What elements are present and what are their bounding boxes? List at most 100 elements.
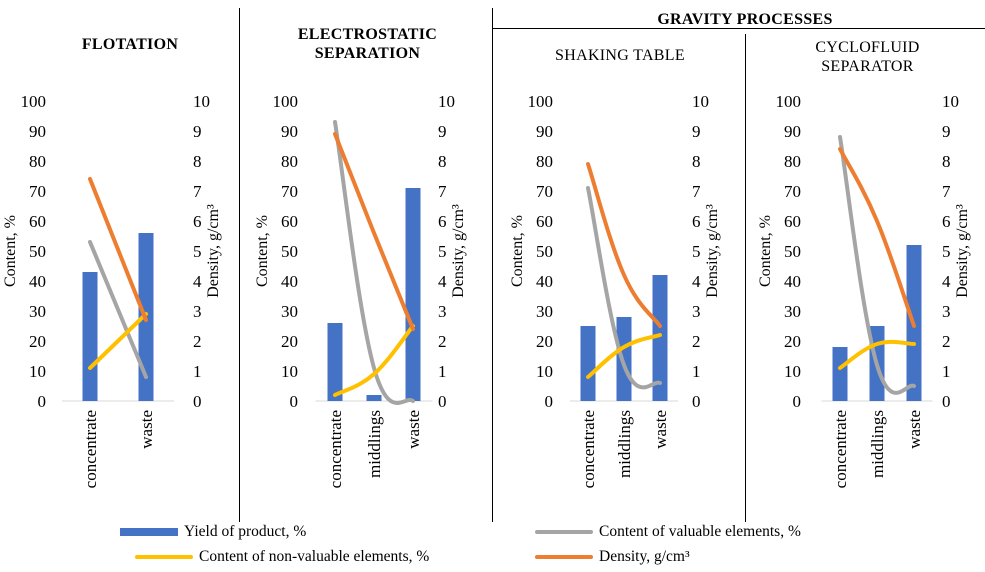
panel-4-right-tick-label: 5 [942,242,951,261]
divider-3 [745,34,746,522]
panel-4-right-tick-label: 9 [942,122,951,141]
legend-swatch-yield [120,528,178,536]
panel-2-right-tick-label: 9 [438,122,447,141]
panel-1-bar-concentrate [82,272,98,401]
panel-4-right-axis-title: Density, g/cm³ [954,204,971,298]
panel-1-left-tick-label: 50 [29,242,46,261]
panel-2-right-tick-label: 6 [438,212,447,231]
panel-1-left-tick-label: 80 [29,152,46,171]
panel-3-line-non-valuable [586,333,662,379]
panel-3-left-tick-label: 100 [528,92,554,111]
panel-4-bar-concentrate [832,347,848,401]
panel-1-line-density [88,177,148,322]
panel-4-left-tick-label: 100 [776,92,802,111]
panel-title-flotation: FLOTATION [81,36,179,53]
panel-3-right-tick-label: 3 [692,302,701,321]
panel-4-category-label: concentrate [831,410,850,488]
panel-2-left-tick-label: 10 [281,362,298,381]
legend-swatch-density [535,555,593,559]
panel-4-category-label: waste [905,410,924,449]
panel-2-line-valuable [333,120,415,405]
panel-3-right-tick-label: 7 [692,182,701,201]
panel-3-right-axis-title: Density, g/cm³ [704,204,721,298]
panel-1-left-axis-title: Content, % [2,215,19,287]
panel-4-right-tick-label: 2 [942,332,951,351]
panel-3-line-density [586,162,662,328]
panel-3-left-tick-label: 60 [536,212,553,231]
panel-4-left-axis-title: Content, % [757,215,774,287]
panel-1-left-tick-label: 100 [21,92,47,111]
panel-2-right-tick-label: 2 [438,332,447,351]
panel-1-right-axis-title: Density, g/cm³ [205,204,222,298]
panel-3-left-tick-label: 70 [536,182,553,201]
panel-2-left-tick-label: 90 [281,122,298,141]
panel-3-category-label: waste [651,410,670,449]
legend-label-yield: Yield of product, % [184,523,307,540]
panel-1-right-tick-label: 4 [193,272,202,291]
panel-1-category-label: concentrate [81,410,100,488]
panel-3-right-tick-label: 4 [692,272,701,291]
panel-2-left-tick-label: 40 [281,272,298,291]
panel-4-line-valuable [838,135,916,395]
panel-2-line-density [333,132,415,331]
panel-4-left-tick-label: 40 [784,272,801,291]
panel-1-category-label: waste [137,410,156,449]
panel-2-right-tick-label: 4 [438,272,447,291]
panel-2-category-label: concentrate [326,410,345,488]
panel-1-left-tick-label: 10 [29,362,46,381]
panel-4-left-tick-label: 20 [784,332,801,351]
panel-1-left-tick-label: 60 [29,212,46,231]
panel-3-bar-waste [652,275,668,401]
panel-1-right-tick-label: 1 [193,362,202,381]
panel-1-left-tick-label: 30 [29,302,46,321]
panel-title-shaking-table: SHAKING TABLE [555,47,685,64]
panel-4-right-tick-label: 7 [942,182,951,201]
panel-3-category-label: middlings [615,410,634,478]
legend-swatch-non-valuable [135,555,193,559]
panel-3-left-tick-label: 40 [536,272,553,291]
panel-4-left-tick-label: 70 [784,182,801,201]
legend-yield: Yield of product, % [120,523,306,541]
group-title-gravity-processes: GRAVITY PROCESSES [657,11,833,28]
panel-3-right-tick-label: 0 [692,392,701,411]
panel-2-left-tick-label: 20 [281,332,298,351]
group-underline [492,28,985,29]
panel-title-electrostatic-separation: ELECTROSTATIC SEPARATION [297,26,438,62]
panel-4-left-tick-label: 80 [784,152,801,171]
panel-title-cyclofluid-separator: CYCLOFLUID SEPARATOR [815,39,920,75]
panel-1-left-tick-label: 0 [38,392,47,411]
legend-density: Density, g/cm³ [535,548,690,566]
panel-2-category-label: middlings [365,410,384,478]
panel-3-left-axis-title: Content, % [509,215,526,287]
panel-1-right-tick-label: 7 [193,182,202,201]
panel-2-left-tick-label: 80 [281,152,298,171]
panel-3-left-tick-label: 10 [536,362,553,381]
panel-3-right-tick-label: 9 [692,122,701,141]
panel-4-left-tick-label: 90 [784,122,801,141]
panel-2-left-tick-label: 50 [281,242,298,261]
panel-1-right-tick-label: 8 [193,152,202,171]
panel-4-left-tick-label: 60 [784,212,801,231]
panel-3-left-tick-label: 30 [536,302,553,321]
panel-2-right-tick-label: 8 [438,152,447,171]
panel-4-left-tick-label: 50 [784,242,801,261]
panel-2-right-axis-title: Density, g/cm³ [450,204,467,298]
legend-non-valuable: Content of non-valuable elements, % [135,548,429,566]
panel-2-bar-waste [405,188,421,401]
panel-1-line-non-valuable [88,312,148,370]
panel-3-category-label: concentrate [579,410,598,488]
panel-2-left-tick-label: 60 [281,212,298,231]
panel-1-line-valuable [88,240,148,379]
panel-2-left-tick-label: 0 [290,392,299,411]
legend-label-non-valuable: Content of non-valuable elements, % [199,548,430,565]
panel-3-right-tick-label: 10 [692,92,709,111]
panel-3-left-tick-label: 20 [536,332,553,351]
panel-2-left-tick-label: 30 [281,302,298,321]
panel-1-right-tick-label: 6 [193,212,202,231]
panel-4-right-tick-label: 6 [942,212,951,231]
panel-4-line-density [838,147,916,328]
panel-1-right-tick-label: 3 [193,302,202,321]
panel-4-right-tick-label: 4 [942,272,951,291]
